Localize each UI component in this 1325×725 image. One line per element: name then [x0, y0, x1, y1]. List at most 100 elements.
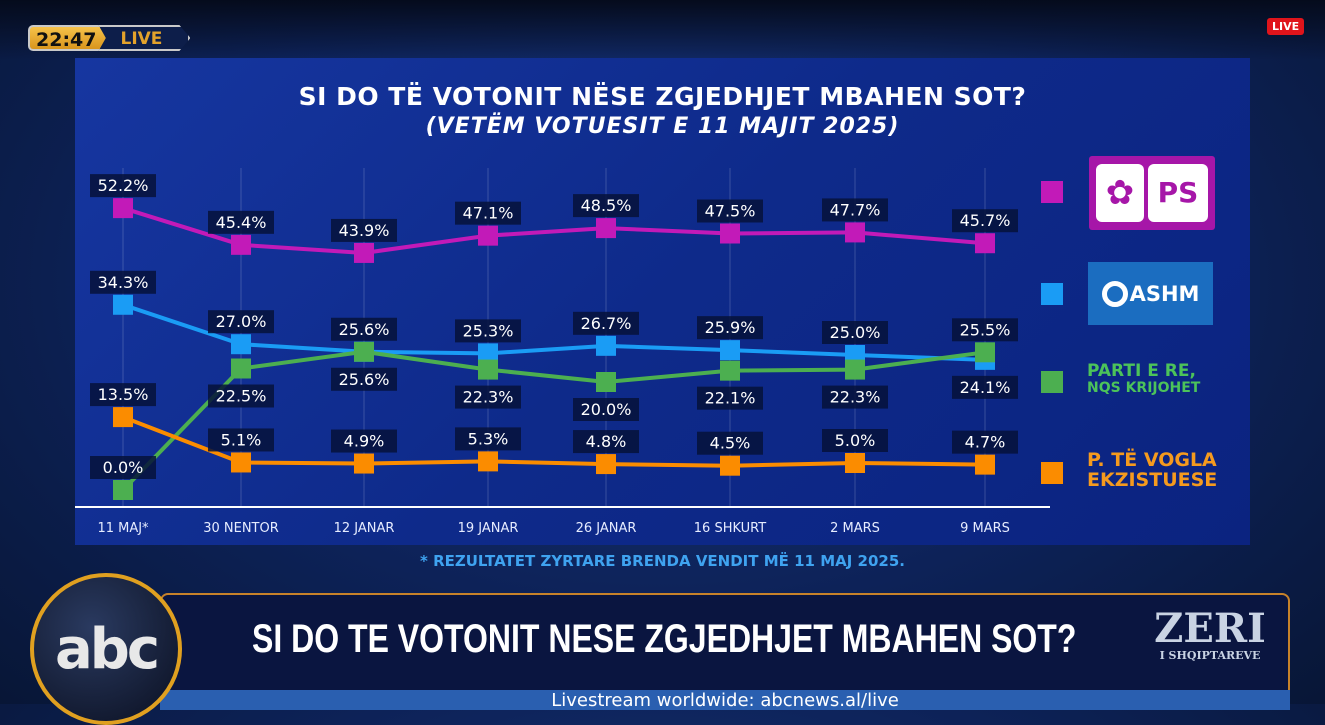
- data-label: 24.1%: [960, 378, 1011, 397]
- data-point: [720, 360, 740, 381]
- data-label-bg: [573, 398, 639, 421]
- data-label: 25.0%: [830, 323, 881, 342]
- zeri-logo: ZERI I SHQIPTAREVE: [1140, 605, 1280, 663]
- data-label: 34.3%: [98, 273, 149, 292]
- dashm-d-icon: [1101, 280, 1128, 307]
- zeri-logo-text: ZERI: [1154, 605, 1266, 652]
- data-point: [354, 453, 374, 474]
- data-label-bg: [952, 375, 1018, 399]
- data-point: [113, 480, 133, 500]
- data-point: [231, 452, 251, 473]
- data-point: [354, 341, 374, 362]
- legend-vogla-swatch: [1041, 462, 1063, 484]
- data-label-bg: [952, 430, 1018, 454]
- legend-vogla-line1: P. TË VOGLA: [1087, 449, 1217, 471]
- data-label-bg: [697, 316, 763, 340]
- data-label: 25.6%: [339, 370, 390, 389]
- data-label: 52.2%: [98, 176, 149, 195]
- data-label-bg: [952, 318, 1018, 342]
- data-point: [975, 342, 995, 363]
- data-point: [113, 198, 133, 219]
- data-label-bg: [455, 201, 521, 225]
- zeri-logo-sub: I SHQIPTAREVE: [1159, 649, 1261, 662]
- data-point: [231, 334, 251, 355]
- data-label: 27.0%: [216, 312, 267, 331]
- data-label-bg: [952, 209, 1018, 233]
- data-label: 25.3%: [463, 321, 514, 340]
- data-point: [975, 454, 995, 475]
- data-label: 47.7%: [830, 200, 881, 219]
- data-label-bg: [697, 199, 763, 223]
- data-label-bg: [90, 456, 156, 479]
- data-label: 47.1%: [463, 204, 514, 223]
- data-point: [596, 372, 616, 392]
- banner-headline: SI DO TE VOTONIT NESE ZGJEDHJET MBAHEN S…: [252, 617, 1077, 661]
- data-point: [478, 451, 498, 472]
- clock-time: 22:47: [28, 25, 111, 51]
- data-label-bg: [822, 321, 888, 344]
- data-point: [113, 294, 133, 315]
- data-label-bg: [455, 385, 521, 409]
- data-label-bg: [573, 430, 639, 454]
- x-tick-label: 30 NENTOR: [203, 521, 279, 536]
- data-label-bg: [455, 427, 521, 451]
- data-label: 20.0%: [581, 400, 632, 419]
- chart-panel: SI DO TË VOTONIT NËSE ZGJEDHJET MBAHEN S…: [75, 58, 1250, 545]
- data-label: 22.1%: [705, 389, 756, 408]
- data-label-bg: [331, 429, 397, 453]
- data-point: [596, 335, 616, 356]
- data-label-bg: [331, 218, 397, 242]
- data-label: 43.9%: [339, 221, 390, 240]
- data-point: [845, 453, 865, 473]
- data-label: 48.5%: [581, 196, 632, 215]
- line-chart: 11 MAJ* 30 NENTOR 12 JANAR 19 JANAR 26 JANAR…: [75, 168, 1050, 536]
- data-point: [845, 359, 865, 380]
- data-label: 22.3%: [463, 388, 514, 407]
- legend-vogla-label: P. TË VOGLA EKZISTUESE: [1087, 449, 1218, 491]
- dashm-logo: ASHM: [1088, 262, 1213, 325]
- data-label: 4.5%: [710, 434, 751, 453]
- data-label-bg: [90, 174, 156, 198]
- data-label: 5.3%: [468, 429, 509, 448]
- top-shade: [0, 0, 1325, 60]
- data-point: [596, 454, 616, 475]
- data-point: [231, 234, 251, 255]
- data-point: [596, 218, 616, 239]
- x-tick-label: 26 JANAR: [576, 521, 637, 536]
- data-label: 5.0%: [835, 431, 876, 450]
- data-label: 45.4%: [216, 213, 267, 232]
- data-label: 47.5%: [705, 202, 756, 221]
- x-tick-label: 12 JANAR: [334, 521, 395, 536]
- data-point: [113, 407, 133, 428]
- data-point: [975, 233, 995, 254]
- legend-vogla-line2: EKZISTUESE: [1087, 468, 1218, 491]
- series-line: [122, 206, 986, 255]
- x-tick-label: 19 JANAR: [458, 521, 519, 536]
- legend-parti-label: PARTI E RE, NQS KRIJOHET: [1087, 362, 1200, 396]
- data-label-bg: [208, 310, 274, 334]
- x-tick-label: 2 MARS: [830, 521, 880, 536]
- data-label: 13.5%: [98, 385, 149, 404]
- legend-parti-swatch: [1041, 371, 1063, 393]
- data-label: 25.6%: [339, 320, 390, 339]
- data-point: [845, 222, 865, 243]
- data-label: 0.0%: [103, 458, 144, 477]
- data-point: [720, 340, 740, 361]
- data-point: [478, 359, 498, 380]
- series-line: [122, 415, 986, 468]
- clock-live-tag: 22:47 LIVE: [28, 25, 191, 51]
- data-label: 25.5%: [960, 320, 1011, 339]
- rose-fist-icon: ✿: [1096, 164, 1144, 222]
- data-label: 4.7%: [965, 433, 1006, 452]
- data-label-bg: [331, 367, 397, 391]
- legend-dashm-swatch: [1041, 283, 1063, 305]
- data-label: 22.3%: [830, 388, 881, 407]
- ps-logo: ✿ PS: [1089, 156, 1215, 230]
- data-point: [231, 358, 251, 379]
- x-tick-label: 11 MAJ*: [97, 521, 149, 536]
- data-label-bg: [208, 210, 274, 234]
- legend-ps-swatch: [1041, 181, 1063, 203]
- data-label: 22.5%: [216, 387, 267, 406]
- live-badge: LIVE: [1267, 18, 1305, 35]
- data-label-bg: [697, 386, 763, 410]
